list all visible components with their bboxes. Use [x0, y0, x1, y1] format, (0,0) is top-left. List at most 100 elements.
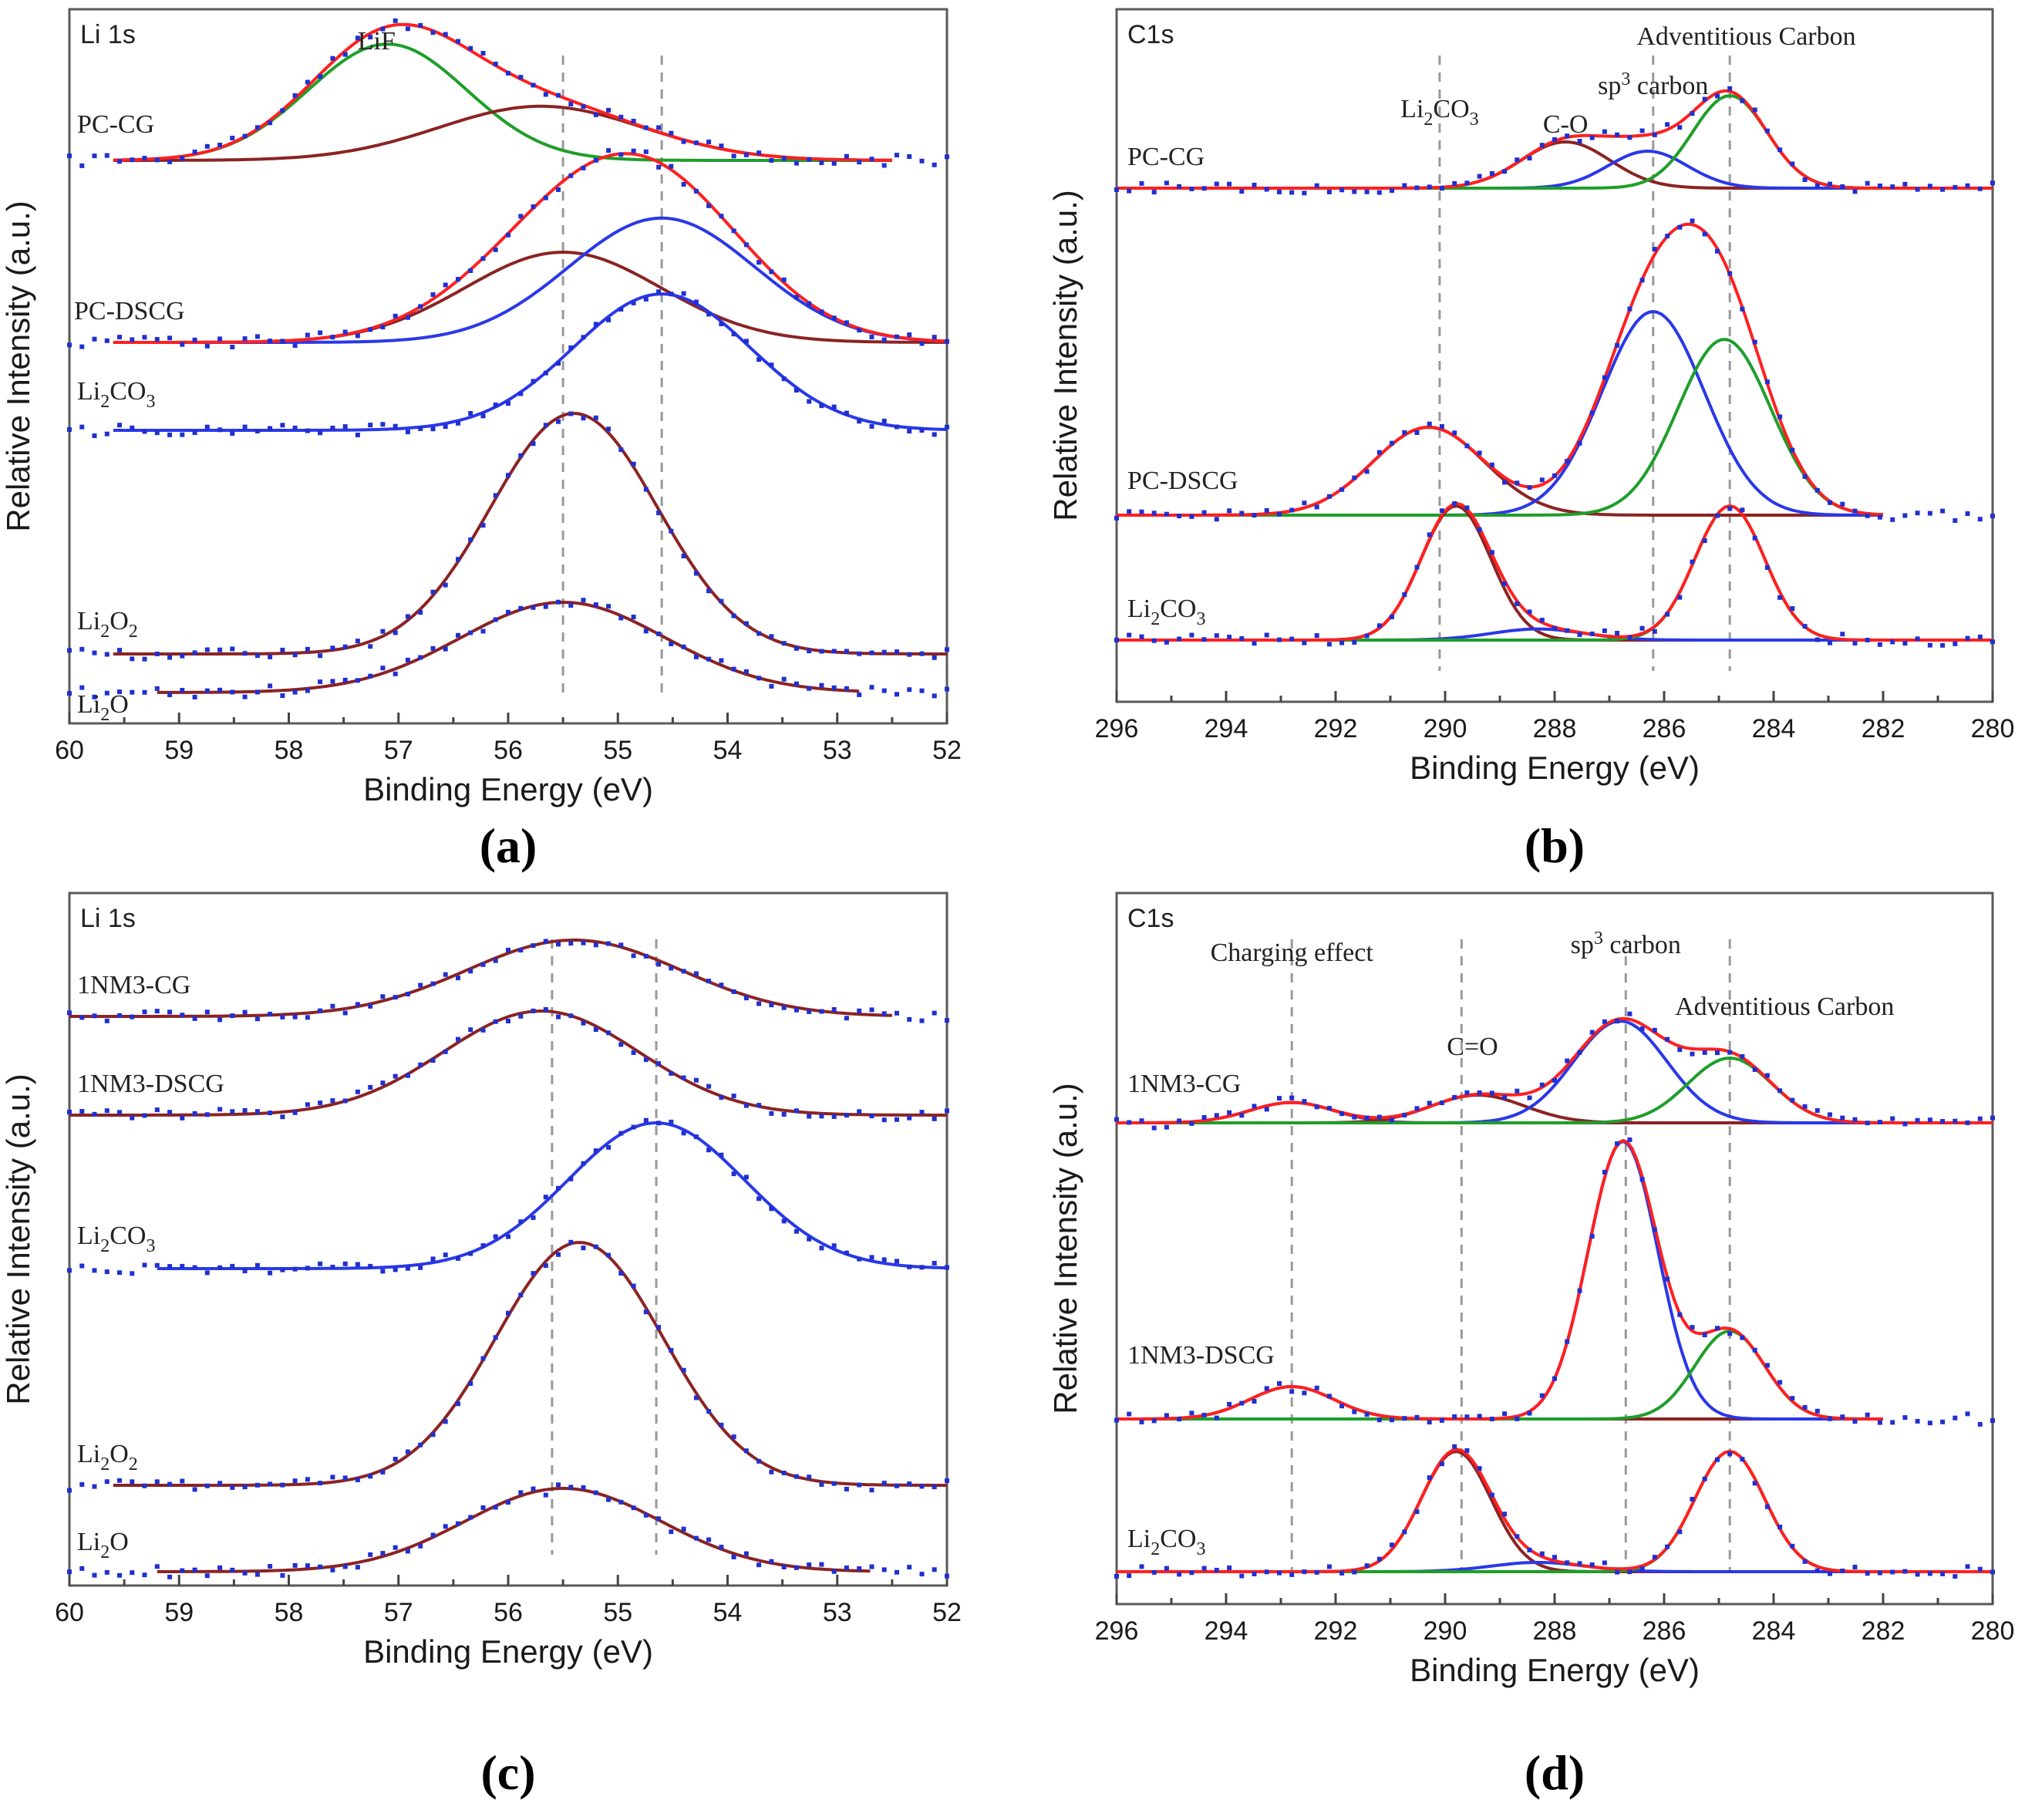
data-point [1114, 515, 1119, 521]
y-axis-title: Relative Intensity (a.u.) [0, 1073, 36, 1405]
data-point [781, 156, 787, 161]
data-point [192, 337, 197, 342]
data-point [1953, 641, 1958, 646]
data-point [556, 1185, 561, 1191]
data-point [844, 1113, 849, 1118]
data-point [706, 979, 712, 984]
data-point [1877, 1420, 1882, 1425]
data-point [468, 1027, 473, 1033]
data-point [92, 1484, 97, 1489]
data-point [869, 1255, 874, 1260]
data-point [506, 232, 510, 238]
data-point [1527, 156, 1532, 161]
data-point [493, 617, 498, 622]
x-tick-label: 57 [384, 1598, 413, 1627]
data-point [1302, 1099, 1307, 1104]
component-curve [113, 216, 948, 344]
data-point [217, 1481, 223, 1486]
data-point [819, 1481, 824, 1487]
data-point [1390, 1417, 1394, 1423]
data-point [781, 1565, 787, 1569]
data-point [180, 1478, 185, 1484]
data-point [543, 92, 548, 97]
data-point [706, 1084, 712, 1089]
series-label: PC-CG [77, 110, 154, 139]
data-point [719, 1095, 724, 1100]
data-point [1151, 638, 1157, 643]
data-point [430, 1058, 436, 1063]
data-point [706, 1409, 712, 1414]
data-point [1764, 128, 1770, 133]
data-point [456, 420, 460, 426]
data-point [330, 426, 335, 430]
data-point [756, 150, 762, 156]
data-point [869, 650, 874, 656]
data-point [493, 493, 498, 498]
data-point [581, 335, 586, 340]
data-point [167, 335, 173, 341]
data-point [1589, 1234, 1595, 1239]
data-point [380, 325, 386, 330]
data-point [756, 260, 762, 265]
data-point [656, 511, 662, 516]
data-point [405, 26, 410, 32]
data-point [1764, 379, 1770, 385]
data-point [418, 1265, 423, 1270]
data-point [254, 1572, 260, 1577]
data-point [556, 419, 561, 424]
data-point [1414, 1106, 1420, 1111]
data-point [254, 429, 260, 433]
data-point [242, 1107, 248, 1113]
data-point [857, 160, 862, 165]
x-tick-label: 59 [164, 736, 194, 765]
data-point [1639, 278, 1645, 283]
data-point [443, 972, 448, 977]
data-point [1114, 1574, 1119, 1579]
data-point [731, 666, 736, 672]
data-point [1802, 1404, 1808, 1410]
data-point [1802, 177, 1808, 182]
data-point [130, 1570, 135, 1576]
data-point [292, 689, 298, 695]
data-point [1965, 635, 1970, 641]
data-point [1264, 508, 1269, 513]
data-point [531, 1271, 536, 1276]
data-point [305, 1266, 310, 1271]
data-point [1201, 1412, 1207, 1417]
data-point [769, 1111, 774, 1116]
data-point [154, 1009, 160, 1014]
data-point [1890, 1569, 1895, 1575]
data-point [292, 652, 298, 658]
data-point [1740, 1335, 1745, 1340]
data-point [204, 1270, 210, 1276]
series-label: Li2​O [77, 690, 129, 725]
data-point [142, 156, 147, 161]
series-li2co3: Li2​CO3​ [1114, 1444, 1995, 1579]
data-point [355, 1478, 360, 1482]
data-point [318, 1008, 323, 1013]
data-points [1114, 1444, 1995, 1579]
data-point [1777, 147, 1783, 153]
data-point [192, 150, 197, 154]
data-point [844, 1250, 849, 1255]
data-point [1252, 641, 1257, 646]
data-point [618, 942, 624, 948]
component-curve [1117, 504, 1993, 642]
data-point [932, 1567, 937, 1572]
panel-a-li1s: 60 59 58 57 56 55 54 53 52 Binding Energy (eV) Rel… [0, 8, 962, 873]
data-point [606, 941, 612, 946]
data-point [330, 1265, 335, 1269]
data-point [305, 646, 310, 652]
data-point [1539, 1551, 1545, 1556]
data-point [180, 688, 185, 693]
data-point [1865, 1412, 1870, 1417]
data-point [1802, 1559, 1808, 1564]
data-point [1527, 1547, 1532, 1552]
data-point [793, 1565, 799, 1570]
data-point [393, 671, 398, 676]
data-point [342, 1475, 348, 1481]
data-point [292, 93, 298, 98]
data-point [1965, 183, 1970, 188]
data-point [280, 693, 285, 698]
data-point [1814, 1408, 1820, 1414]
